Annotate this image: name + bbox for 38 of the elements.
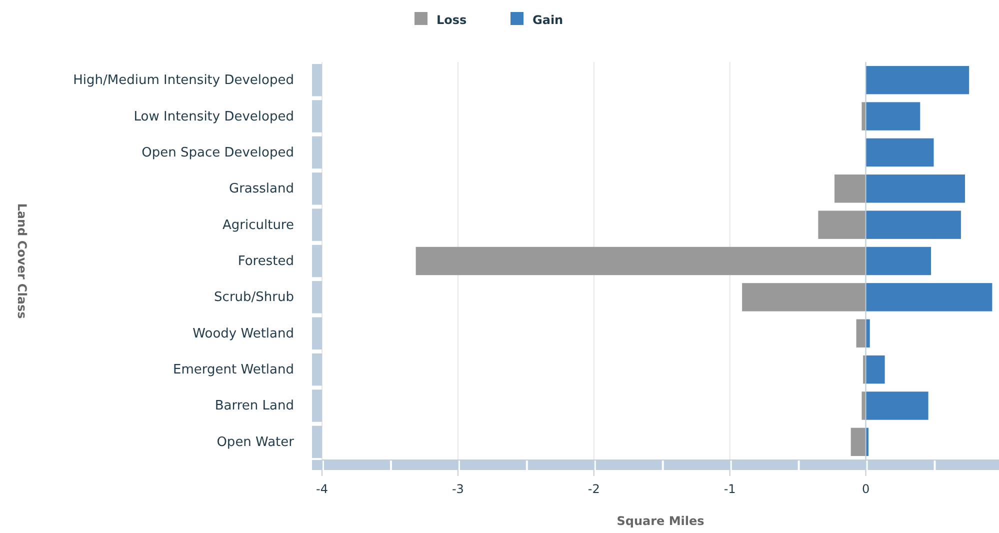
y-tick-label: Low Intensity Developed — [134, 109, 294, 124]
y-tick-label: Grassland — [229, 182, 294, 197]
bar — [866, 392, 928, 420]
legend-label: Gain — [532, 13, 564, 27]
bar — [866, 246, 932, 276]
bar — [862, 102, 866, 130]
x-tick-label: 0 — [862, 482, 870, 496]
legend-label: Loss — [436, 13, 467, 27]
x-tick-label: -2 — [588, 482, 600, 496]
bar — [866, 102, 920, 130]
bar — [866, 283, 992, 312]
bar — [863, 355, 866, 384]
bar — [866, 138, 934, 167]
x-tick-label: -4 — [316, 482, 328, 496]
bar — [866, 66, 970, 94]
bar — [856, 319, 866, 348]
y-tick-label: Scrub/Shrub — [214, 290, 294, 306]
y-tick-label: Agriculture — [222, 218, 294, 233]
bar — [834, 174, 866, 203]
y-tick-label: Open Space Developed — [142, 145, 294, 160]
x-axis-title: Square Miles — [616, 514, 704, 528]
y-tick-label: Emergent Wetland — [173, 362, 294, 378]
y-tick-label: Woody Wetland — [192, 326, 294, 342]
bar — [862, 392, 866, 420]
bar — [866, 355, 885, 384]
y-tick-label: Open Water — [216, 434, 295, 450]
bar — [818, 210, 866, 239]
y-axis-title: Land Cover Class — [15, 203, 29, 319]
bar — [866, 174, 966, 203]
bar — [866, 210, 961, 239]
bar — [416, 246, 866, 276]
y-tick-label: Forested — [238, 254, 294, 269]
bar — [850, 428, 866, 456]
y-tick-label: High/Medium Intensity Developed — [73, 73, 294, 88]
x-tick-label: -3 — [452, 482, 464, 496]
x-tick-label: -1 — [724, 482, 736, 496]
bar — [742, 283, 866, 312]
y-tick-label: Barren Land — [214, 398, 294, 414]
